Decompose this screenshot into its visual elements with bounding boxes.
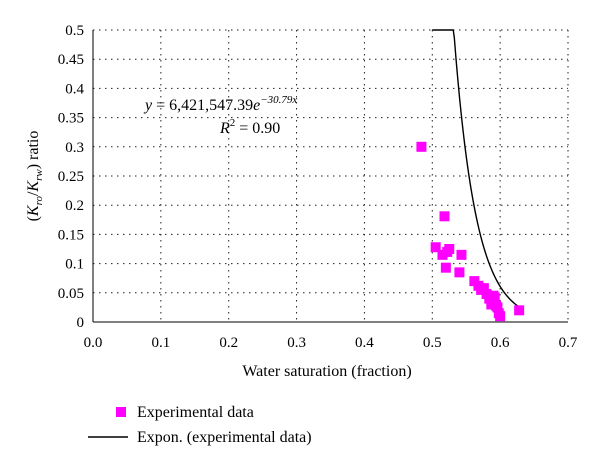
data-point — [430, 242, 441, 253]
x-tick-label: 0.3 — [287, 335, 306, 351]
fit-curve-layer — [432, 29, 521, 309]
x-tick-label: 0.4 — [355, 335, 374, 351]
data-point — [478, 283, 489, 294]
y-tick-label: 0.3 — [65, 140, 84, 156]
legend-label-fit: Expon. (experimental data) — [137, 429, 312, 446]
data-point — [439, 211, 450, 222]
x-tick-label: 0.0 — [84, 335, 103, 351]
data-point — [454, 267, 465, 278]
y-tick-label: 0.45 — [58, 52, 84, 68]
data-point — [440, 262, 451, 273]
y-tick-label: 0 — [77, 315, 85, 331]
axes — [92, 30, 568, 323]
data-point — [416, 141, 427, 152]
data-point — [456, 249, 467, 260]
y-tick-label: 0.5 — [65, 23, 84, 39]
x-tick-label: 0.7 — [559, 335, 578, 351]
y-tick-label: 0.4 — [65, 81, 84, 97]
x-axis-label: Water saturation (fraction) — [242, 363, 411, 380]
x-tick-label: 0.6 — [491, 335, 510, 351]
x-tick-label: 0.2 — [219, 335, 238, 351]
data-point — [444, 244, 455, 254]
gridlines — [93, 29, 569, 322]
data-points — [416, 141, 525, 322]
x-tick-label: 0.5 — [423, 335, 442, 351]
fit-equation: y = 6,421,547.39e−30.79x — [143, 94, 297, 114]
y-tick-labels: 0 0.05 0.1 0.15 0.2 0.25 0.3 0.35 0.4 0.45 0.5 — [58, 23, 85, 331]
y-tick-label: 0.25 — [58, 169, 84, 185]
y-tick-label: 0.1 — [65, 257, 84, 273]
data-point — [514, 305, 525, 316]
legend-label-experimental: Experimental data — [137, 404, 254, 421]
y-tick-label: 0.15 — [58, 227, 84, 243]
x-tick-label: 0.1 — [151, 335, 170, 351]
y-tick-label: 0.2 — [65, 198, 84, 214]
data-point — [495, 311, 506, 322]
legend-marker-experimental — [116, 407, 126, 417]
y-axis-label: (Kro/Krw) ratio — [25, 131, 45, 222]
y-tick-label: 0.35 — [58, 111, 84, 127]
legend: Experimental data Expon. (experimental d… — [88, 404, 312, 446]
data-point — [489, 292, 500, 303]
fit-curve — [432, 29, 521, 309]
data-point — [492, 302, 503, 313]
y-tick-label: 0.05 — [58, 286, 84, 302]
r-squared: R2 = 0.90 — [219, 117, 280, 137]
x-tick-labels: 0.0 0.1 0.2 0.3 0.4 0.5 0.6 0.7 — [84, 335, 578, 351]
